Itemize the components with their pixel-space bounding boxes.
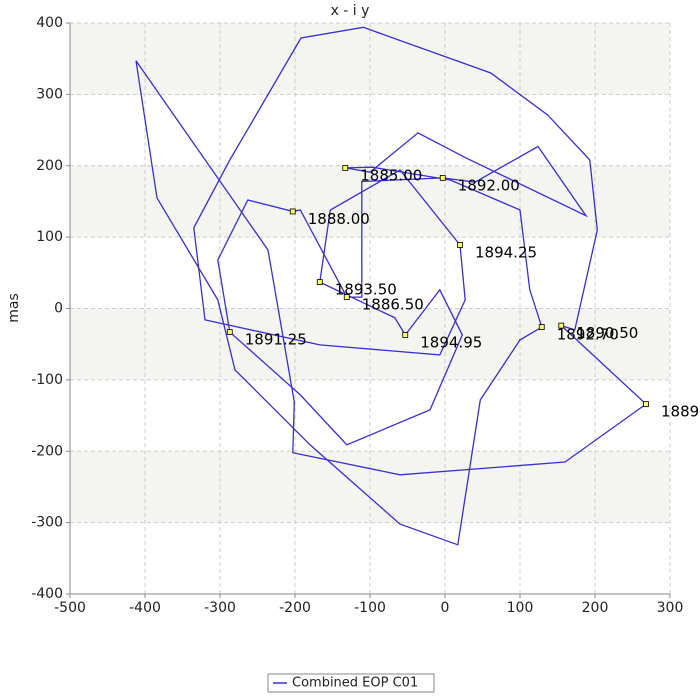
annotation-marker: [558, 322, 565, 329]
legend-label: Combined EOP C01: [292, 676, 418, 691]
annotation-label: 1885.00: [360, 166, 422, 184]
annotation-marker: [343, 294, 350, 300]
y-tick-label: 0: [54, 301, 63, 317]
y-tick-label: 300: [36, 86, 63, 102]
annotation-label: 1891.25: [245, 331, 307, 349]
annotation-marker: [439, 174, 446, 181]
x-tick-label: -500: [54, 600, 86, 616]
legend-box: [267, 673, 435, 693]
annotation-label: 1886.50: [362, 296, 424, 314]
annotation-marker: [226, 329, 233, 335]
annotation-label: 1888.00: [308, 210, 370, 228]
annotation-label: 1889: [661, 403, 699, 421]
annotation-label: 1892.70: [557, 326, 619, 344]
y-tick-label: 400: [36, 15, 63, 31]
legend: Combined EOP C01: [267, 673, 435, 693]
x-tick-label: 0: [441, 600, 450, 616]
x-tick-label: -200: [279, 600, 311, 616]
annotation-marker: [643, 401, 649, 408]
annotation-marker: [289, 208, 296, 215]
annotation-marker: [342, 164, 349, 171]
x-tick-label: 300: [657, 600, 684, 616]
annotation-label: 1890.50: [576, 324, 638, 342]
annotation-marker: [402, 332, 409, 338]
annotation-label: 1894.25: [475, 243, 537, 261]
y-tick-label: -400: [31, 586, 63, 602]
y-tick-label: -200: [31, 443, 63, 459]
annotation-label: 1894.95: [420, 333, 482, 351]
x-tick-label: -400: [129, 600, 161, 616]
chart-title: x - i y: [331, 3, 370, 19]
x-tick-label: 200: [582, 600, 609, 616]
x-tick-label: -100: [354, 600, 386, 616]
series-line: [135, 26, 648, 546]
y-tick-label: 200: [36, 158, 63, 174]
annotation-marker: [316, 279, 323, 285]
y-axis-label: mas: [6, 293, 22, 323]
y-tick-label: 100: [36, 229, 63, 245]
x-tick-label: 100: [507, 600, 534, 616]
y-tick-label: -300: [31, 515, 63, 531]
annotation-label: 1892.00: [458, 176, 520, 194]
annotation-label: 1893.50: [335, 281, 397, 299]
annotation-marker: [538, 324, 545, 330]
y-tick-label: -100: [31, 372, 63, 388]
x-tick-label: -300: [204, 600, 236, 616]
annotation-marker: [457, 242, 463, 248]
